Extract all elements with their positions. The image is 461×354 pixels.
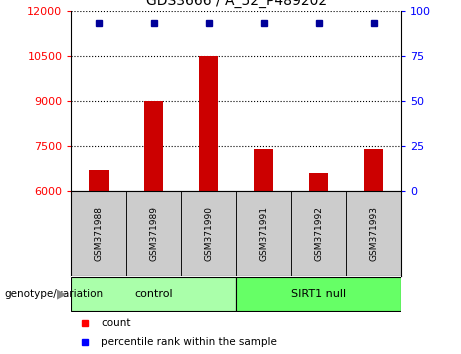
Text: GSM371992: GSM371992 <box>314 206 323 261</box>
Bar <box>364 149 383 191</box>
Text: GSM371991: GSM371991 <box>259 206 268 261</box>
Text: ▶: ▶ <box>58 287 67 300</box>
Bar <box>126 191 181 276</box>
Bar <box>346 191 401 276</box>
Bar <box>71 277 236 311</box>
Text: SIRT1 null: SIRT1 null <box>291 289 346 299</box>
Bar <box>181 191 236 276</box>
Bar <box>309 173 328 191</box>
Text: control: control <box>135 289 173 299</box>
Bar <box>144 101 164 191</box>
Text: GSM371988: GSM371988 <box>95 206 103 261</box>
Bar <box>254 149 273 191</box>
Bar <box>236 191 291 276</box>
Text: percentile rank within the sample: percentile rank within the sample <box>101 337 277 347</box>
Text: GSM371990: GSM371990 <box>204 206 213 261</box>
Bar <box>291 191 346 276</box>
Text: genotype/variation: genotype/variation <box>5 289 104 299</box>
Bar <box>199 56 219 191</box>
Bar <box>89 170 108 191</box>
Text: count: count <box>101 318 130 329</box>
Bar <box>236 277 401 311</box>
Text: GSM371993: GSM371993 <box>369 206 378 261</box>
Bar <box>71 191 126 276</box>
Text: GSM371989: GSM371989 <box>149 206 159 261</box>
Title: GDS3666 / A_52_P489202: GDS3666 / A_52_P489202 <box>146 0 327 8</box>
